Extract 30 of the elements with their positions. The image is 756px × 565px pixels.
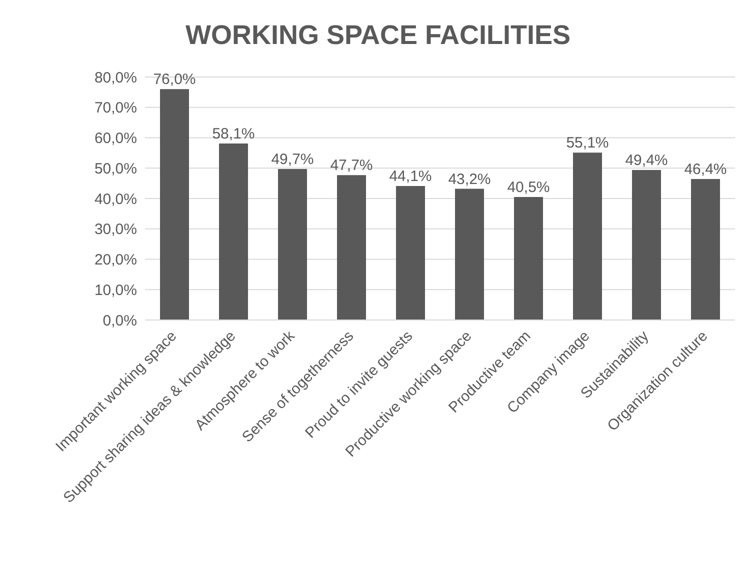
- y-tick-label: 10,0%: [94, 282, 137, 299]
- y-tick-label: 70,0%: [94, 100, 137, 117]
- bar: [337, 175, 366, 320]
- chart-title: WORKING SPACE FACILITIES: [184, 19, 572, 52]
- bar: [455, 188, 484, 320]
- data-label: 49,4%: [625, 152, 668, 169]
- data-label: 44,1%: [389, 168, 432, 186]
- bar: [160, 89, 189, 320]
- data-label: 58,1%: [212, 126, 255, 143]
- data-label: 55,1%: [566, 134, 609, 152]
- data-label: 46,4%: [684, 161, 727, 178]
- y-tick-label: 60,0%: [94, 130, 137, 148]
- bar: [514, 196, 543, 320]
- data-label: 47,7%: [330, 157, 373, 174]
- bar: [573, 152, 602, 320]
- data-label: 43,2%: [448, 170, 491, 188]
- y-tick-label: 0,0%: [102, 312, 137, 330]
- bar: [278, 169, 307, 320]
- y-tick-label: 40,0%: [94, 190, 137, 208]
- y-tick-label: 20,0%: [94, 252, 137, 269]
- y-tick-label: 50,0%: [94, 160, 137, 178]
- bar: [691, 179, 720, 320]
- bar: [632, 170, 661, 320]
- y-tick-label: 30,0%: [94, 221, 137, 238]
- data-label: 40,5%: [507, 178, 550, 196]
- bar: [396, 186, 425, 320]
- data-label: 49,7%: [271, 151, 314, 168]
- y-tick-label: 80,0%: [94, 69, 137, 86]
- data-label: 76,0%: [153, 71, 196, 88]
- bar: [219, 144, 248, 320]
